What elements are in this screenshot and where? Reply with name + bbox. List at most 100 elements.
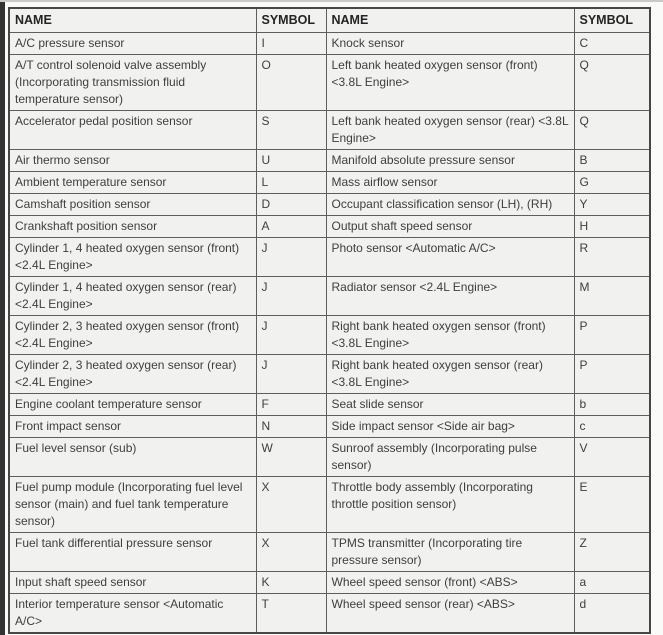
symbol-cell-right: P xyxy=(573,315,651,355)
symbol-cell-left: U xyxy=(255,149,327,172)
name-cell-right: TPMS transmitter (Incorporating tire pre… xyxy=(325,532,575,572)
name-cell-left: Camshaft position sensor xyxy=(8,193,257,216)
symbol-cell-right: V xyxy=(573,437,651,477)
symbol-cell-right: M xyxy=(573,276,651,316)
header-name-right: NAME xyxy=(325,7,575,33)
name-cell-right: Manifold absolute pressure sensor xyxy=(325,149,575,172)
name-cell-right: Seat slide sensor xyxy=(325,393,575,416)
symbol-cell-left: J xyxy=(255,276,327,316)
name-cell-left: Cylinder 1, 4 heated oxygen sensor (fron… xyxy=(8,237,257,277)
name-cell-left: A/C pressure sensor xyxy=(8,32,257,55)
header-name-left: NAME xyxy=(8,7,257,33)
name-cell-right: Right bank heated oxygen sensor (front) … xyxy=(325,315,575,355)
table-row: Accelerator pedal position sensor S Left b… xyxy=(8,110,651,150)
symbol-cell-left: X xyxy=(255,476,327,533)
table-row: A/T control solenoid valve assembly (Inc… xyxy=(8,54,651,111)
name-cell-left: Cylinder 1, 4 heated oxygen sensor (rear… xyxy=(8,276,257,316)
symbol-cell-right: G xyxy=(573,171,651,194)
name-cell-left: Input shaft speed sensor xyxy=(8,571,257,594)
symbol-cell-right: Z xyxy=(573,532,651,572)
name-cell-left: Ambient temperature sensor xyxy=(8,171,257,194)
symbol-cell-left: K xyxy=(255,571,327,594)
symbol-cell-right: Q xyxy=(573,54,651,111)
name-cell-left: Fuel tank differential pressure sensor xyxy=(8,532,257,572)
symbol-cell-left: W xyxy=(255,437,327,477)
name-cell-right: Wheel speed sensor (rear) <ABS> xyxy=(325,593,575,634)
table-row: Ambient temperature sensor L Mass airflow … xyxy=(8,171,651,194)
name-cell-left: Engine coolant temperature sensor xyxy=(8,393,257,416)
table-row: Fuel tank differential pressure sensor X T… xyxy=(8,532,651,572)
symbol-cell-right: Y xyxy=(573,193,651,216)
name-cell-left: Cylinder 2, 3 heated oxygen sensor (rear… xyxy=(8,354,257,394)
name-cell-right: Wheel speed sensor (front) <ABS> xyxy=(325,571,575,594)
symbol-cell-right: c xyxy=(573,415,651,438)
name-cell-left: Interior temperature sensor <Automatic A… xyxy=(8,593,257,634)
symbol-cell-right: C xyxy=(573,32,651,55)
symbol-cell-left: L xyxy=(255,171,327,194)
name-cell-right: Mass airflow sensor xyxy=(325,171,575,194)
table-row: Input shaft speed sensor K Wheel speed sen… xyxy=(8,571,651,594)
name-cell-right: Sunroof assembly (Incorporating pulse se… xyxy=(325,437,575,477)
symbol-cell-left: I xyxy=(255,32,327,55)
table-row: Air thermo sensor U Manifold absolute pres… xyxy=(8,149,651,172)
symbol-cell-left: J xyxy=(255,354,327,394)
table-row: Fuel level sensor (sub) W Sunroof assembly… xyxy=(8,437,651,477)
header-symbol-left: SYMBOL xyxy=(255,7,327,33)
table-row: Front impact sensor N Side impact sensor <… xyxy=(8,415,651,438)
symbol-cell-right: d xyxy=(573,593,651,634)
name-cell-left: Fuel level sensor (sub) xyxy=(8,437,257,477)
table-row: Cylinder 2, 3 heated oxygen sensor (fron… xyxy=(8,315,651,355)
name-cell-left: Air thermo sensor xyxy=(8,149,257,172)
header-row: NAME SYMBOL NAME SYMBOL xyxy=(8,7,651,33)
name-cell-right: Occupant classification sensor (LH), (RH… xyxy=(325,193,575,216)
table-row: Cylinder 1, 4 heated oxygen sensor (fron… xyxy=(8,237,651,277)
symbol-cell-right: E xyxy=(573,476,651,533)
table-row: Crankshaft position sensor A Output shaft … xyxy=(8,215,651,238)
name-cell-right: Left bank heated oxygen sensor (front) <… xyxy=(325,54,575,111)
symbol-cell-right: a xyxy=(573,571,651,594)
name-cell-right: Photo sensor <Automatic A/C> xyxy=(325,237,575,277)
symbol-cell-right: H xyxy=(573,215,651,238)
name-cell-right: Output shaft speed sensor xyxy=(325,215,575,238)
table-body: A/C pressure sensor I Knock sensor C A/T con… xyxy=(8,32,651,634)
name-cell-right: Right bank heated oxygen sensor (rear) <… xyxy=(325,354,575,394)
table-header: NAME SYMBOL NAME SYMBOL xyxy=(8,7,651,33)
symbol-cell-right: Q xyxy=(573,110,651,150)
name-cell-left: Crankshaft position sensor xyxy=(8,215,257,238)
table-row: Interior temperature sensor <Automatic A… xyxy=(8,593,651,634)
name-cell-right: Knock sensor xyxy=(325,32,575,55)
sensor-symbol-table: NAME SYMBOL NAME SYMBOL A/C pressure sen… xyxy=(8,7,651,634)
symbol-cell-left: N xyxy=(255,415,327,438)
symbol-cell-right: b xyxy=(573,393,651,416)
name-cell-left: A/T control solenoid valve assembly (Inc… xyxy=(8,54,257,111)
symbol-cell-left: D xyxy=(255,193,327,216)
name-cell-right: Radiator sensor <2.4L Engine> xyxy=(325,276,575,316)
table-row: A/C pressure sensor I Knock sensor C xyxy=(8,32,651,55)
name-cell-left: Accelerator pedal position sensor xyxy=(8,110,257,150)
table-row: Camshaft position sensor D Occupant classi… xyxy=(8,193,651,216)
symbol-cell-right: P xyxy=(573,354,651,394)
top-edge-line xyxy=(0,0,663,2)
name-cell-left: Front impact sensor xyxy=(8,415,257,438)
symbol-cell-left: J xyxy=(255,315,327,355)
symbol-cell-left: F xyxy=(255,393,327,416)
table-row: Cylinder 2, 3 heated oxygen sensor (rear… xyxy=(8,354,651,394)
name-cell-left: Cylinder 2, 3 heated oxygen sensor (fron… xyxy=(8,315,257,355)
name-cell-right: Side impact sensor <Side air bag> xyxy=(325,415,575,438)
table-row: Engine coolant temperature sensor F Seat s… xyxy=(8,393,651,416)
symbol-cell-left: X xyxy=(255,532,327,572)
symbol-cell-left: T xyxy=(255,593,327,634)
symbol-cell-left: S xyxy=(255,110,327,150)
symbol-cell-left: A xyxy=(255,215,327,238)
name-cell-right: Throttle body assembly (Incorporating th… xyxy=(325,476,575,533)
symbol-cell-right: R xyxy=(573,237,651,277)
symbol-cell-right: B xyxy=(573,149,651,172)
header-symbol-right: SYMBOL xyxy=(573,7,651,33)
left-edge-bar xyxy=(0,2,5,635)
name-cell-right: Left bank heated oxygen sensor (rear) <3… xyxy=(325,110,575,150)
symbol-cell-left: O xyxy=(255,54,327,111)
table-row: Cylinder 1, 4 heated oxygen sensor (rear… xyxy=(8,276,651,316)
name-cell-left: Fuel pump module (Incorporating fuel lev… xyxy=(8,476,257,533)
table-row: Fuel pump module (Incorporating fuel lev… xyxy=(8,476,651,533)
symbol-cell-left: J xyxy=(255,237,327,277)
